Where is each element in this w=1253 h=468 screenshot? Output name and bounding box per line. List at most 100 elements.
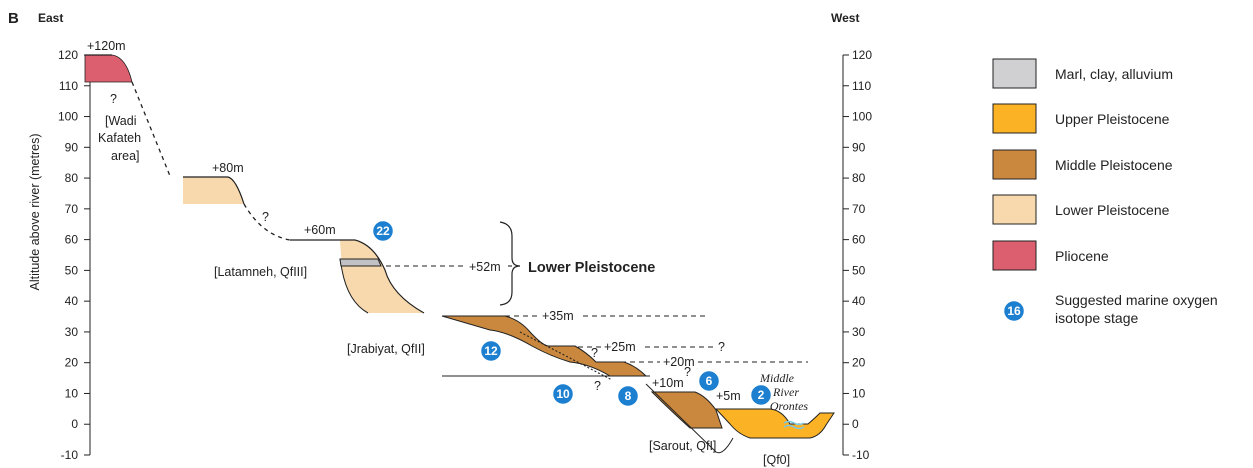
lower-pleistocene-brace xyxy=(499,221,521,306)
sarout-unit xyxy=(650,391,723,429)
legend-label-upper: Upper Pleistocene xyxy=(1055,111,1170,127)
legend-badge: 16 xyxy=(1002,299,1026,323)
label-qf0: [Qf0] xyxy=(763,453,790,467)
isotope-badge-10: 10 xyxy=(551,382,575,406)
east-label: East xyxy=(38,11,63,25)
label-plus10: +10m xyxy=(652,376,684,390)
svg-text:2: 2 xyxy=(758,388,765,402)
right-axis-tick-label: 0 xyxy=(852,417,859,431)
label-wadi-1: [Wadi xyxy=(105,114,137,128)
label-sarout: [Sarout, QfI] xyxy=(649,439,716,453)
legend-label-pliocene: Pliocene xyxy=(1055,248,1109,264)
right-axis-tick-label: -10 xyxy=(852,448,870,462)
label-wadi-2: Kafateh xyxy=(98,131,141,145)
legend-label-middle: Middle Pleistocene xyxy=(1055,157,1173,173)
dashed-slope-1 xyxy=(131,81,171,177)
label-wadi-3: area] xyxy=(111,149,140,163)
label-river-1: Middle xyxy=(759,371,795,385)
label-q2: ? xyxy=(262,210,269,224)
right-axis-tick-label: 120 xyxy=(852,48,872,62)
left-axis-tick-label: 80 xyxy=(65,171,79,185)
label-river-2: River xyxy=(772,385,799,399)
label-lower-pleistocene: Lower Pleistocene xyxy=(528,260,655,276)
right-axis-tick-label: 40 xyxy=(852,294,866,308)
left-axis-tick-label: 90 xyxy=(65,140,79,154)
left-axis-tick-label: 120 xyxy=(58,48,78,62)
left-axis-tick-label: 70 xyxy=(65,202,79,216)
left-axis-tick-label: 0 xyxy=(71,417,78,431)
label-plus20: +20m xyxy=(663,355,695,369)
svg-text:10: 10 xyxy=(556,387,570,401)
upper-pleistocene-unit xyxy=(714,408,835,439)
label-plus60: +60m xyxy=(304,223,336,237)
legend-label-marl: Marl, clay, alluvium xyxy=(1055,66,1173,82)
right-axis-tick-label: 90 xyxy=(852,140,866,154)
label-plus120: +120m xyxy=(87,39,126,53)
isotope-badge-8: 8 xyxy=(616,384,640,408)
label-plus52: +52m xyxy=(469,260,501,274)
label-plus5: +5m xyxy=(716,389,741,403)
right-axis-tick-label: 70 xyxy=(852,202,866,216)
left-axis-tick-label: -10 xyxy=(61,448,79,462)
label-q1: ? xyxy=(110,92,117,106)
legend-swatch-lower xyxy=(992,194,1037,225)
left-axis-tick-label: 40 xyxy=(65,294,79,308)
label-plus80: +80m xyxy=(212,161,244,175)
left-axis-tick-label: 30 xyxy=(65,325,79,339)
legend-label-lower: Lower Pleistocene xyxy=(1055,202,1170,218)
svg-text:16: 16 xyxy=(1007,304,1021,318)
svg-text:8: 8 xyxy=(625,389,632,403)
pliocene-unit xyxy=(84,54,133,83)
svg-text:6: 6 xyxy=(706,374,713,388)
left-axis-tick-label: 10 xyxy=(65,386,79,400)
legend-swatch-marl xyxy=(992,58,1037,89)
isotope-badge-22: 22 xyxy=(371,219,395,243)
right-axis-tick-label: 20 xyxy=(852,356,866,370)
jrabiyat-contact xyxy=(519,331,613,381)
label-q5: ? xyxy=(594,379,601,393)
left-axis-tick-label: 50 xyxy=(65,263,79,277)
right-axis-tick-label: 10 xyxy=(852,386,866,400)
river-water xyxy=(783,420,805,426)
west-label: West xyxy=(831,11,859,25)
right-axis-tick-label: 60 xyxy=(852,233,866,247)
y-axis-title: Altitude above river (metres) xyxy=(28,133,42,290)
label-plus35: +35m xyxy=(542,309,574,323)
left-axis-tick-label: 60 xyxy=(65,233,79,247)
svg-text:22: 22 xyxy=(376,224,390,238)
left-axis-tick-label: 110 xyxy=(59,79,78,93)
right-axis-tick-label: 100 xyxy=(852,110,872,124)
label-q6: ? xyxy=(684,365,691,379)
label-q3: ? xyxy=(591,346,598,360)
lower-pleistocene-80-unit xyxy=(183,177,244,204)
isotope-badge-2: 2 xyxy=(749,383,773,407)
legend: Marl, clay, alluvium Upper Pleistocene M… xyxy=(992,58,1218,326)
latamneh-unit xyxy=(290,240,424,313)
label-river-3: Orontes xyxy=(770,399,809,413)
legend-badge-label-2: isotope stage xyxy=(1055,310,1138,326)
isotope-badge-12: 12 xyxy=(479,339,503,363)
label-q4: ? xyxy=(718,340,725,354)
right-axis-tick-label: 30 xyxy=(852,325,866,339)
label-plus25: +25m xyxy=(604,340,636,354)
legend-swatch-pliocene xyxy=(992,240,1037,271)
marl-band xyxy=(339,258,382,267)
legend-swatch-middle xyxy=(992,149,1037,180)
legend-badge-label-1: Suggested marine oxygen xyxy=(1055,292,1218,308)
svg-text:12: 12 xyxy=(484,344,498,358)
right-axis-tick-label: 110 xyxy=(852,79,871,93)
legend-swatch-upper xyxy=(992,103,1037,134)
dashed-slope-2 xyxy=(243,203,291,241)
jrabiyat-unit xyxy=(441,315,648,377)
left-axis-tick-label: 100 xyxy=(58,110,78,124)
isotope-badge-6: 6 xyxy=(697,369,721,393)
label-latamneh: [Latamneh, QfIII] xyxy=(214,265,307,279)
label-jrabiyat: [Jrabiyat, QfII] xyxy=(347,342,425,356)
panel-label: B xyxy=(8,10,19,27)
right-axis-tick-label: 80 xyxy=(852,171,866,185)
right-axis-tick-label: 50 xyxy=(852,263,866,277)
left-axis-tick-label: 20 xyxy=(65,356,79,370)
